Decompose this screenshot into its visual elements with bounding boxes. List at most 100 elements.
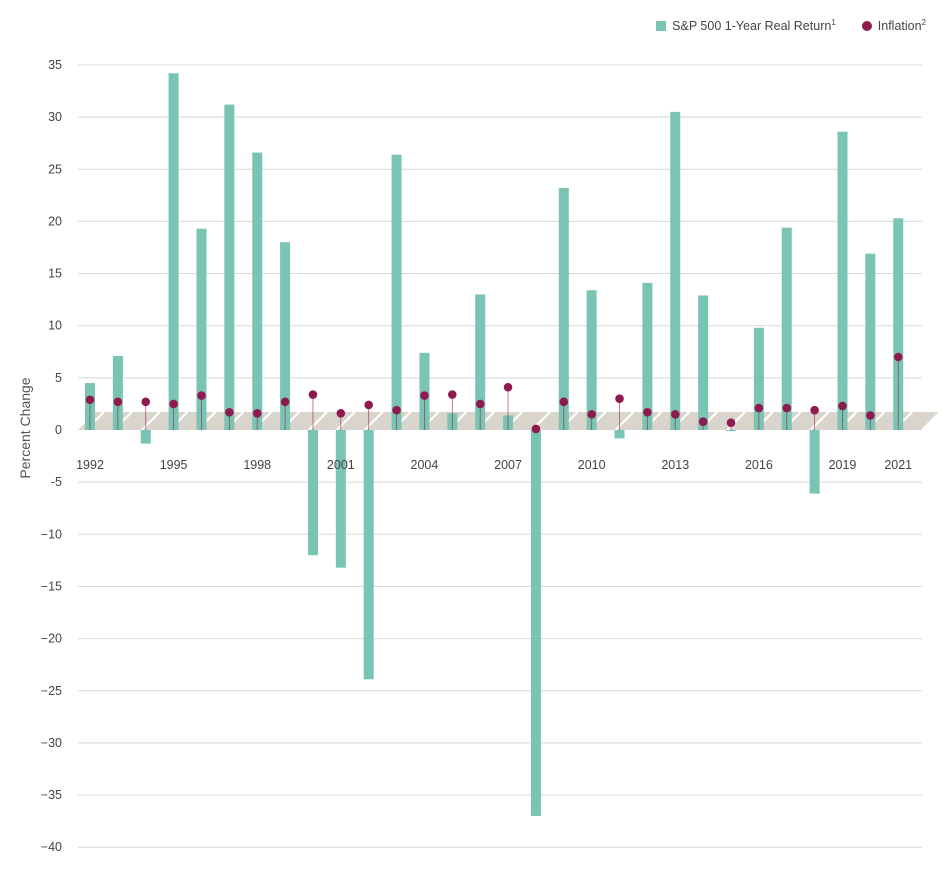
bar-2017 xyxy=(781,227,792,430)
inflation-dot-2003 xyxy=(392,405,401,415)
inflation-dot-2009 xyxy=(559,397,569,407)
bar-2009 xyxy=(558,188,569,430)
legend-dot-text: Inflation xyxy=(877,19,922,34)
y-tick-label: −20 xyxy=(41,632,62,646)
legend-item-inflation: Inflation2 xyxy=(861,18,926,33)
legend-dot-sup: 2 xyxy=(921,18,926,27)
legend-dot-label: Inflation2 xyxy=(878,18,926,33)
inflation-dot-2021 xyxy=(893,352,903,362)
inflation-dot-2002 xyxy=(364,400,374,410)
y-tick-label: 15 xyxy=(48,267,62,281)
bar-2012 xyxy=(642,282,653,430)
zero-band-stripe xyxy=(140,411,161,431)
bar-2003 xyxy=(391,154,402,430)
bar-2002 xyxy=(363,430,374,680)
inflation-dot-2001 xyxy=(336,409,346,418)
x-tick-label: 2004 xyxy=(411,458,439,472)
bar-1994 xyxy=(140,430,151,444)
legend-bar-swatch xyxy=(656,20,667,31)
inflation-dot-2010 xyxy=(587,410,596,419)
x-tick-label: 1995 xyxy=(160,458,188,472)
inflation-dot-2013 xyxy=(670,410,680,419)
inflation-dot-2014 xyxy=(698,417,708,426)
bar-2021 xyxy=(893,218,904,430)
y-tick-label: -5 xyxy=(51,475,62,489)
bar-2010 xyxy=(586,290,597,430)
zero-band-stripe xyxy=(614,411,635,431)
x-tick-label: 2013 xyxy=(661,458,689,472)
y-tick-label: 25 xyxy=(48,162,62,176)
zero-band-stripe xyxy=(726,411,746,431)
inflation-dot-2018 xyxy=(810,405,819,415)
bar-1999 xyxy=(280,242,291,430)
inflation-dot-2015 xyxy=(726,418,736,427)
y-tick-label: −15 xyxy=(41,579,62,593)
inflation-dot-2011 xyxy=(615,394,624,404)
inflation-dot-1995 xyxy=(169,399,178,409)
inflation-dot-2004 xyxy=(420,391,429,400)
inflation-dot-1997 xyxy=(225,407,234,417)
inflation-dot-1996 xyxy=(197,391,206,400)
bar-2000 xyxy=(307,430,318,556)
y-tick-label: −40 xyxy=(41,840,62,854)
dot-layer xyxy=(85,352,903,434)
y-tick-label: 30 xyxy=(48,110,62,124)
x-tick-label: 2010 xyxy=(578,458,606,472)
y-tick-label: 35 xyxy=(48,58,62,72)
inflation-dot-1992 xyxy=(85,395,95,405)
y-tick-label: 5 xyxy=(55,371,62,385)
y-axis-label: Percent Change xyxy=(17,377,33,478)
bar-1996 xyxy=(196,228,207,430)
inflation-dot-2012 xyxy=(643,407,652,417)
y-tick-label: −35 xyxy=(41,788,62,802)
x-tick-label: 1998 xyxy=(243,458,271,472)
inflation-dot-2006 xyxy=(475,399,485,409)
inflation-dot-2000 xyxy=(308,390,318,399)
y-tick-label: 0 xyxy=(55,423,62,437)
inflation-dot-1993 xyxy=(113,397,123,407)
inflation-dot-1994 xyxy=(141,397,151,407)
inflation-dot-2019 xyxy=(838,401,847,411)
zero-band-stripe xyxy=(308,411,328,431)
bar-2013 xyxy=(670,111,681,430)
inflation-dot-2008 xyxy=(531,424,541,434)
y-tick-label: −30 xyxy=(41,736,62,750)
bar-2001 xyxy=(335,430,346,568)
x-tick-label: 2001 xyxy=(327,458,355,472)
zero-band-stripe xyxy=(809,411,830,431)
zero-band-stripe xyxy=(336,411,356,431)
bar-layer xyxy=(85,73,904,816)
inflation-dot-1999 xyxy=(280,397,290,407)
y-tick-label: −10 xyxy=(41,527,62,541)
inflation-dot-2016 xyxy=(754,403,764,413)
bar-2008 xyxy=(530,430,541,816)
bar-1998 xyxy=(252,152,263,430)
bar-1997 xyxy=(224,104,235,431)
grid-layer xyxy=(78,64,922,848)
bar-2020 xyxy=(865,253,876,430)
inflation-dot-2017 xyxy=(782,403,792,413)
y-tick-layer: 35 30 25 20 15 10 5 0 -5 −10 −15 −20 −25 −30 −35 −40 xyxy=(41,58,62,854)
bar-1993 xyxy=(112,355,123,430)
y-tick-label: 20 xyxy=(48,214,62,228)
bar-2014 xyxy=(698,295,709,430)
legend-item-sp500: S&P 500 1-Year Real Return1 xyxy=(656,18,836,33)
bar-1995 xyxy=(168,73,179,430)
legend-bar-sup: 1 xyxy=(831,18,836,27)
zero-band-stripe xyxy=(363,411,384,431)
inflation-dot-2007 xyxy=(503,382,513,392)
legend-bar-label: S&P 500 1-Year Real Return1 xyxy=(672,18,836,33)
legend-dot-swatch xyxy=(861,20,872,31)
x-tick-label: 2016 xyxy=(745,458,773,472)
x-tick-label: 2019 xyxy=(829,458,857,472)
bar-2019 xyxy=(837,131,848,430)
bar-2018 xyxy=(809,430,820,494)
bar-2006 xyxy=(475,294,486,430)
inflation-dot-2005 xyxy=(448,390,457,399)
zero-band-stripe xyxy=(921,411,941,431)
x-tick-label: 2007 xyxy=(494,458,522,472)
legend: S&P 500 1-Year Real Return1 Inflation2 xyxy=(656,18,926,33)
inflation-dot-2020 xyxy=(866,411,875,420)
